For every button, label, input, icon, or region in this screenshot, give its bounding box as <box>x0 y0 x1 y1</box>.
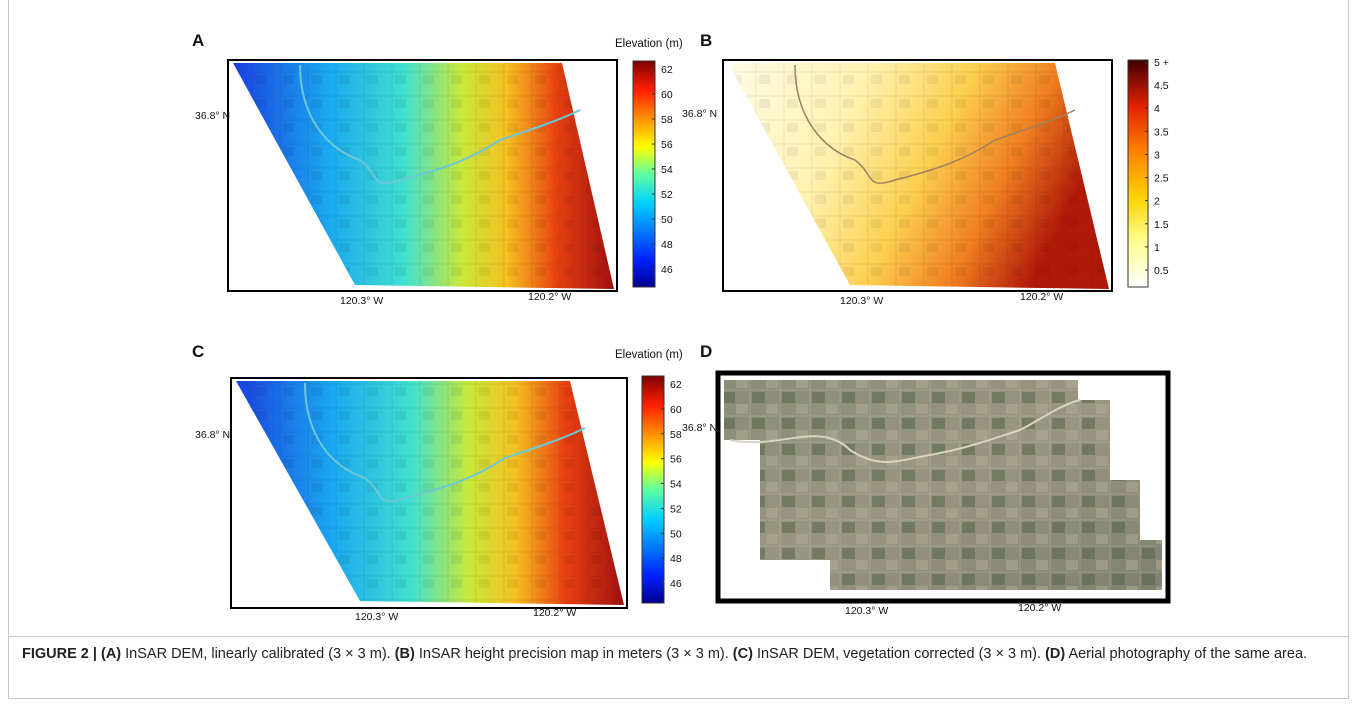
caption-label: (D) <box>1045 646 1066 662</box>
caption-text: InSAR DEM, vegetation corrected (3 × 3 m… <box>752 646 1046 662</box>
colorbar-tick-label: 46 <box>661 264 673 276</box>
colorbar-tick-label: 60 <box>661 89 673 101</box>
colorbar-tick-label: 3 <box>1154 149 1160 161</box>
longitude-label: 120.3° W <box>340 295 383 307</box>
colorbar-tick-label: 1.5 <box>1154 219 1169 231</box>
colorbar-tick-label: 56 <box>670 454 682 466</box>
longitude-label: 120.2° W <box>1020 291 1063 303</box>
colorbar-tick-label: 46 <box>670 578 682 590</box>
colorbar <box>1127 59 1149 288</box>
colorbar-tick-label: 62 <box>670 379 682 391</box>
colorbar-tick-label: 50 <box>670 528 682 540</box>
longitude-label: 120.2° W <box>1018 602 1061 614</box>
longitude-label: 120.3° W <box>840 295 883 307</box>
latitude-label: 36.8° N <box>195 429 230 441</box>
colorbar-title: Elevation (m) <box>615 38 683 50</box>
latitude-label: 36.8° N <box>195 110 230 122</box>
caption-text: InSAR height precision map in meters (3 … <box>414 646 733 662</box>
colorbar-tick-label: 4 <box>1154 103 1160 115</box>
latitude-label: 36.8° N <box>682 422 717 434</box>
figure: A Elevation (m) 62 60 58 56 54 52 50 48 46 36.8° N 1… <box>192 31 1171 623</box>
caption-label: FIGURE 2 | (A) <box>22 646 122 662</box>
colorbar <box>641 375 665 604</box>
map-a <box>227 59 618 292</box>
colorbar-tick-label: 48 <box>670 553 682 565</box>
colorbar-tick-label: 62 <box>661 64 673 76</box>
map-b <box>722 59 1113 292</box>
colorbar-tick-label: 4.5 <box>1154 80 1169 92</box>
colorbar-tick-label: 48 <box>661 239 673 251</box>
panel-label: A <box>192 31 204 50</box>
colorbar-tick-label: 52 <box>670 503 682 515</box>
caption-separator <box>8 636 1349 637</box>
longitude-label: 120.2° W <box>528 291 571 303</box>
colorbar-tick-label: 56 <box>661 139 673 151</box>
colorbar-tick-label: 58 <box>670 429 682 441</box>
map-c <box>230 377 628 609</box>
colorbar-title: Elevation (m) <box>615 349 683 361</box>
colorbar-tick-label: 54 <box>661 164 673 176</box>
colorbar <box>632 60 656 288</box>
colorbar-tick-label: 54 <box>670 479 682 491</box>
colorbar-tick-label: 2 <box>1154 196 1160 208</box>
caption-label: (C) <box>732 646 753 662</box>
colorbar-tick-label: 2.5 <box>1154 173 1169 185</box>
panel-label: D <box>700 342 712 361</box>
longitude-label: 120.2° W <box>533 607 576 619</box>
colorbar-tick-label: 50 <box>661 214 673 226</box>
colorbar-tick-label: 60 <box>670 404 682 416</box>
caption-text: InSAR DEM, linearly calibrated (3 × 3 m)… <box>121 646 395 662</box>
colorbar-tick-label: 3.5 <box>1154 126 1169 138</box>
caption-label: (B) <box>394 646 415 662</box>
panel-label: B <box>700 31 712 50</box>
colorbar-tick-label: 1 <box>1154 242 1160 254</box>
colorbar-tick-label: 5 + <box>1154 57 1169 69</box>
caption-text: Aerial photography of the same area. <box>1065 646 1308 662</box>
colorbar-tick-label: 52 <box>661 189 673 201</box>
colorbar-tick-label: 0.5 <box>1154 265 1169 277</box>
panel-label: C <box>192 342 204 361</box>
map-d <box>715 370 1171 604</box>
latitude-label: 36.8° N <box>682 108 717 120</box>
figure-caption: FIGURE 2 | (A) InSAR DEM, linearly calib… <box>22 640 1342 668</box>
longitude-label: 120.3° W <box>355 611 398 623</box>
longitude-label: 120.3° W <box>845 605 888 617</box>
figure-frame <box>8 0 1349 699</box>
colorbar-tick-label: 58 <box>661 114 673 126</box>
